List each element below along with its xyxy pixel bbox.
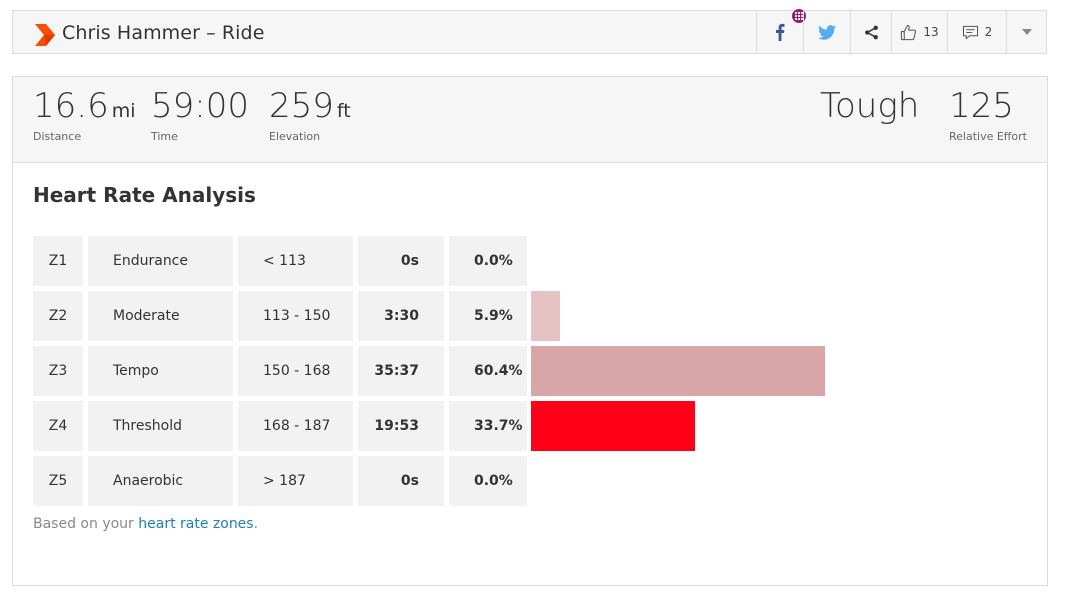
zone-range: 150 - 168	[238, 346, 353, 396]
zone-range: > 187	[238, 456, 353, 506]
kudos-count: 13	[923, 25, 939, 39]
relative-effort-label: Relative Effort	[949, 130, 1027, 143]
share-icon	[864, 25, 878, 39]
heart-rate-zones-link[interactable]: heart rate zones	[138, 516, 254, 532]
share-button[interactable]	[850, 11, 891, 53]
zone-percent: 33.7%	[449, 401, 527, 451]
zone-percent: 60.4%	[449, 346, 527, 396]
zone-range: < 113	[238, 236, 353, 286]
comment-icon	[962, 25, 978, 39]
effort-word: Tough	[820, 86, 919, 126]
zone-time: 35:37	[358, 346, 444, 396]
zone-id: Z2	[33, 291, 83, 341]
kudos-button[interactable]: 13	[891, 11, 947, 53]
elevation-label: Elevation	[269, 130, 321, 143]
distance-value: 16.6	[33, 86, 109, 126]
zone-id: Z3	[33, 346, 83, 396]
header-actions: 13 2	[756, 8, 1046, 53]
zone-time: 0s	[358, 236, 444, 286]
zone-bar	[531, 401, 696, 451]
time-value: 59:00	[151, 86, 249, 126]
zone-time: 0s	[358, 456, 444, 506]
comments-button[interactable]: 2	[947, 11, 1006, 53]
zone-time: 3:30	[358, 291, 444, 341]
zone-bar	[531, 291, 560, 341]
effort-word-value: Tough	[820, 86, 920, 126]
distance-unit: mi	[111, 100, 136, 122]
time-label: Time	[151, 130, 178, 143]
activity-card: 16.6 mi Distance 59:00 Time 259 ft Elevati…	[12, 76, 1048, 586]
zone-name: Endurance	[88, 236, 233, 286]
elevation-unit: ft	[336, 100, 351, 122]
zone-time: 19:53	[358, 401, 444, 451]
zone-id: Z1	[33, 236, 83, 286]
footnote-prefix: Based on your	[33, 516, 139, 532]
stat-elevation: 259 ft Elevation	[269, 86, 351, 143]
section-title: Heart Rate Analysis	[33, 183, 256, 207]
chevron-down-icon	[1021, 29, 1032, 35]
zone-name: Anaerobic	[88, 456, 233, 506]
zone-name: Threshold	[88, 401, 233, 451]
activity-header: Chris Hammer – Ride	[12, 8, 1047, 54]
zone-bar	[531, 346, 826, 396]
thumbs-up-icon	[901, 24, 917, 40]
activity-title: Chris Hammer – Ride	[62, 22, 265, 44]
stat-time: 59:00 Time	[151, 86, 249, 143]
twitter-share-button[interactable]	[803, 11, 850, 53]
zone-name: Tempo	[88, 346, 233, 396]
twitter-icon	[818, 24, 836, 40]
zone-percent: 0.0%	[449, 236, 527, 286]
comments-count: 2	[984, 25, 993, 39]
elevation-value: 259	[269, 86, 334, 126]
stats-bar: 16.6 mi Distance 59:00 Time 259 ft Elevati…	[13, 77, 1047, 163]
zone-id: Z4	[33, 401, 83, 451]
zone-id: Z5	[33, 456, 83, 506]
facebook-icon	[776, 23, 785, 41]
stat-distance: 16.6 mi Distance	[33, 86, 136, 143]
distance-label: Distance	[33, 130, 82, 143]
footnote: Based on your heart rate zones.	[33, 516, 258, 532]
zone-range: 168 - 187	[238, 401, 353, 451]
relative-effort-value: 125	[949, 86, 1014, 126]
zone-name: Moderate	[88, 291, 233, 341]
zone-range: 113 - 150	[238, 291, 353, 341]
strava-logo-icon	[35, 24, 55, 46]
more-actions-dropdown[interactable]	[1006, 11, 1046, 53]
zone-percent: 0.0%	[449, 456, 527, 506]
zone-percent: 5.9%	[449, 291, 527, 341]
facebook-share-button[interactable]	[756, 8, 807, 53]
stat-relative-effort[interactable]: 125 Relative Effort	[949, 86, 1027, 143]
footnote-suffix: .	[253, 516, 259, 532]
